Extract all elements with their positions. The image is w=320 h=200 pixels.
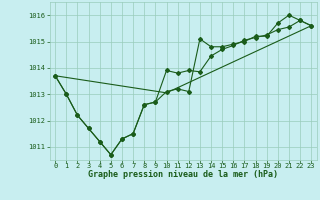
X-axis label: Graphe pression niveau de la mer (hPa): Graphe pression niveau de la mer (hPa): [88, 170, 278, 179]
